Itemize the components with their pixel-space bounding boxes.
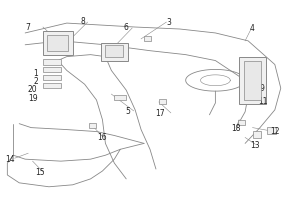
Text: 16: 16 xyxy=(98,133,107,142)
FancyBboxPatch shape xyxy=(43,67,61,72)
FancyBboxPatch shape xyxy=(43,59,61,64)
FancyBboxPatch shape xyxy=(144,36,152,41)
Text: 19: 19 xyxy=(28,94,38,103)
FancyBboxPatch shape xyxy=(244,61,262,100)
FancyBboxPatch shape xyxy=(43,75,61,80)
FancyBboxPatch shape xyxy=(114,95,126,100)
FancyBboxPatch shape xyxy=(267,127,276,134)
FancyBboxPatch shape xyxy=(253,131,261,138)
FancyBboxPatch shape xyxy=(43,31,73,55)
FancyBboxPatch shape xyxy=(47,35,68,51)
Text: 14: 14 xyxy=(5,155,15,164)
Text: 13: 13 xyxy=(251,141,260,150)
FancyBboxPatch shape xyxy=(89,123,97,128)
FancyBboxPatch shape xyxy=(159,99,166,104)
FancyBboxPatch shape xyxy=(101,43,128,61)
FancyBboxPatch shape xyxy=(238,120,245,125)
FancyBboxPatch shape xyxy=(239,57,266,104)
FancyBboxPatch shape xyxy=(43,83,61,88)
Text: 3: 3 xyxy=(167,18,172,27)
Text: 2: 2 xyxy=(33,77,38,86)
FancyBboxPatch shape xyxy=(105,45,123,57)
Text: 20: 20 xyxy=(28,85,38,94)
Text: 5: 5 xyxy=(125,107,130,116)
Text: 15: 15 xyxy=(35,168,45,177)
Text: 9: 9 xyxy=(259,84,264,93)
Text: 7: 7 xyxy=(26,23,31,32)
Text: 6: 6 xyxy=(124,23,129,32)
Text: 1: 1 xyxy=(33,69,38,78)
Text: 11: 11 xyxy=(258,97,268,106)
Text: 8: 8 xyxy=(81,17,85,26)
Text: 17: 17 xyxy=(156,109,165,118)
Text: 10: 10 xyxy=(252,66,262,75)
Text: 12: 12 xyxy=(270,127,280,136)
Text: 4: 4 xyxy=(250,24,255,33)
Text: 18: 18 xyxy=(231,124,241,133)
